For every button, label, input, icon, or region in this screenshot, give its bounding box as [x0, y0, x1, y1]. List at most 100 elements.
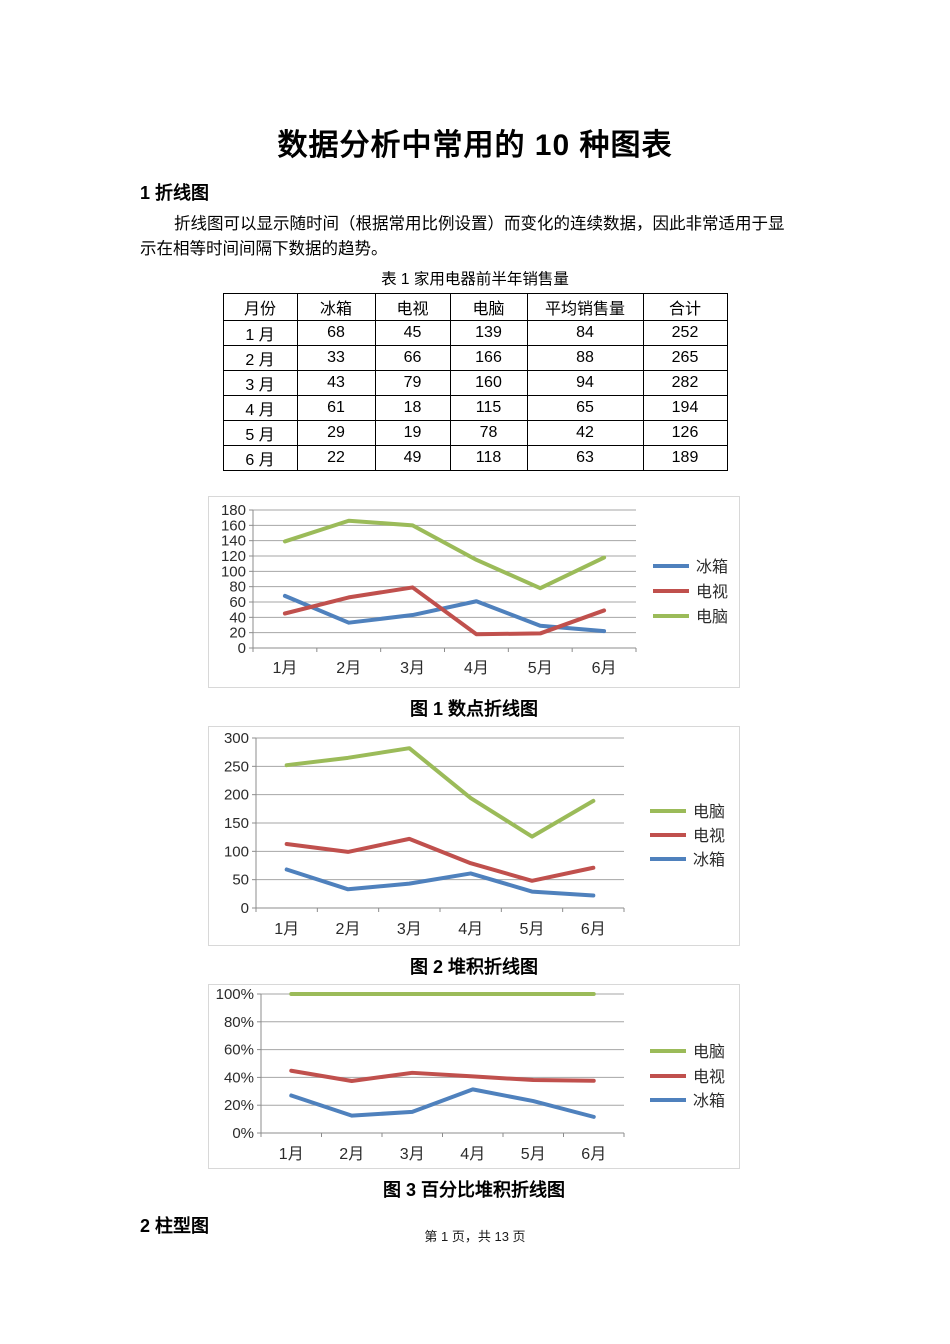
chart-caption-2: 图 2 堆积折线图 — [409, 957, 538, 977]
series-line-电脑 — [284, 746, 596, 839]
table-body: 1 月 68 45 139 84 252 2 月 33 66 166 88 265 3 月 43 79 160… — [222, 320, 728, 471]
x-axis-label: 6月 — [592, 660, 617, 677]
section-heading-2: 2 柱型图 — [140, 1216, 210, 1236]
x-axis-label: 1月 — [272, 660, 297, 677]
table-cell: 194 — [642, 395, 728, 421]
y-axis-label: 250 — [224, 758, 249, 775]
table-cell: 49 — [374, 445, 451, 471]
table-cell: 42 — [526, 420, 644, 446]
series-line-冰箱 — [289, 1087, 596, 1119]
table-cell: 66 — [374, 345, 451, 371]
table-cell: 1 月 — [222, 320, 298, 346]
table-cell: 4 月 — [222, 395, 298, 421]
y-axis-label: 80 — [229, 579, 246, 596]
y-axis-label: 40 — [229, 609, 246, 626]
x-axis-label: 3月 — [397, 921, 422, 938]
table-cell: 94 — [526, 370, 644, 396]
table-header-cell: 冰箱 — [296, 293, 376, 321]
y-axis-label: 150 — [224, 815, 249, 832]
chart-caption-3: 图 3 百分比堆积折线图 — [382, 1180, 565, 1200]
table-cell: 6 月 — [222, 445, 298, 471]
table-cell: 139 — [449, 320, 528, 346]
table-row: 2 月 33 66 166 88 265 — [222, 345, 728, 371]
table-cell: 282 — [642, 370, 728, 396]
y-axis-label: 60 — [229, 594, 246, 611]
table-header-cell: 电脑 — [449, 293, 528, 321]
y-axis-label: 300 — [224, 730, 249, 747]
x-axis-label: 4月 — [460, 1146, 485, 1163]
table-cell: 160 — [449, 370, 528, 396]
page-number-footer: 第 1 页，共 13 页 — [424, 1229, 526, 1244]
table-cell: 65 — [526, 395, 644, 421]
y-axis-label: 0 — [241, 900, 249, 917]
y-axis-label: 40% — [224, 1069, 254, 1086]
chart-caption-1: 图 1 数点折线图 — [409, 699, 538, 719]
x-axis-label: 3月 — [400, 660, 425, 677]
paragraph-line-2: 示在相等时间间隔下数据的趋势。 — [140, 240, 388, 258]
table-cell: 189 — [642, 445, 728, 471]
y-axis-label: 100 — [224, 843, 249, 860]
legend-label-电视: 电视 — [693, 827, 725, 845]
figure-1: 0 20 40 60 80 100 120 140 160 180 1月 2月 3月 4月 5月 6月 冰箱 电视… — [140, 496, 810, 721]
y-axis-label: 20 — [229, 625, 246, 642]
table-cell: 118 — [449, 445, 528, 471]
table-cell: 63 — [526, 445, 644, 471]
table-cell: 18 — [374, 395, 451, 421]
table-cell: 29 — [296, 420, 376, 446]
x-axis-label: 1月 — [274, 921, 299, 938]
table-row: 1 月 68 45 139 84 252 — [222, 320, 728, 346]
x-axis-label: 5月 — [521, 1146, 546, 1163]
table-cell: 252 — [642, 320, 728, 346]
table-cell: 22 — [296, 445, 376, 471]
y-axis-label: 0% — [232, 1125, 254, 1142]
chart-box-1: 0 20 40 60 80 100 120 140 160 180 1月 2月 3月 4月 5月 6月 冰箱 电视… — [208, 496, 740, 688]
table-cell: 5 月 — [222, 420, 298, 446]
y-axis-label: 180 — [221, 502, 246, 519]
table-cell: 19 — [374, 420, 451, 446]
table-cell: 265 — [642, 345, 728, 371]
table-cell: 84 — [526, 320, 644, 346]
legend-label-电视: 电视 — [696, 583, 728, 601]
table-header-row: 月份 冰箱 电视 电脑 平均销售量 合计 — [222, 293, 728, 321]
table-cell: 45 — [374, 320, 451, 346]
table-cell: 68 — [296, 320, 376, 346]
series-line-电视 — [289, 1068, 596, 1084]
table-cell: 61 — [296, 395, 376, 421]
y-axis-label: 160 — [221, 517, 246, 534]
y-axis-label: 20% — [224, 1097, 254, 1114]
y-axis-label: 50 — [232, 872, 249, 889]
table-row: 4 月 61 18 115 65 194 — [222, 395, 728, 421]
x-axis-label: 2月 — [336, 921, 361, 938]
table-cell: 115 — [449, 395, 528, 421]
table-row: 3 月 43 79 160 94 282 — [222, 370, 728, 396]
y-axis-label: 0 — [238, 640, 246, 657]
table-cell: 126 — [642, 420, 728, 446]
table-cell: 33 — [296, 345, 376, 371]
table-header-cell: 电视 — [374, 293, 451, 321]
document-content: 数据分析中常用的 10 种图表 1 折线图 折线图可以显示随时间（根据常用比例设… — [140, 129, 810, 1236]
x-axis-label: 5月 — [520, 921, 545, 938]
legend-label-电脑: 电脑 — [693, 1043, 725, 1061]
table-header-cell: 合计 — [642, 293, 728, 321]
x-axis-label: 6月 — [581, 1146, 606, 1163]
series-line-电视 — [284, 836, 596, 883]
y-axis-label: 200 — [224, 787, 249, 804]
legend-label-电脑: 电脑 — [696, 608, 728, 626]
x-axis-label: 6月 — [581, 921, 606, 938]
legend-label-电视: 电视 — [693, 1068, 725, 1086]
series-line-冰箱 — [282, 593, 607, 634]
legend-label-冰箱: 冰箱 — [693, 1092, 725, 1110]
table-caption: 表 1 家用电器前半年销售量 — [381, 271, 569, 288]
series-line-冰箱 — [284, 867, 596, 898]
legend-label-冰箱: 冰箱 — [696, 558, 728, 576]
x-axis-label: 2月 — [336, 660, 361, 677]
table-cell: 88 — [526, 345, 644, 371]
table-row: 6 月 22 49 118 63 189 — [222, 445, 728, 471]
y-axis-label: 100% — [216, 986, 254, 1003]
x-axis-label: 3月 — [400, 1146, 425, 1163]
series-line-电视 — [282, 585, 607, 637]
figure-2: 0 50 100 150 200 250 300 1月 2月 3月 4月 5月 6月 电脑 电视 冰箱 图 2… — [140, 726, 810, 979]
